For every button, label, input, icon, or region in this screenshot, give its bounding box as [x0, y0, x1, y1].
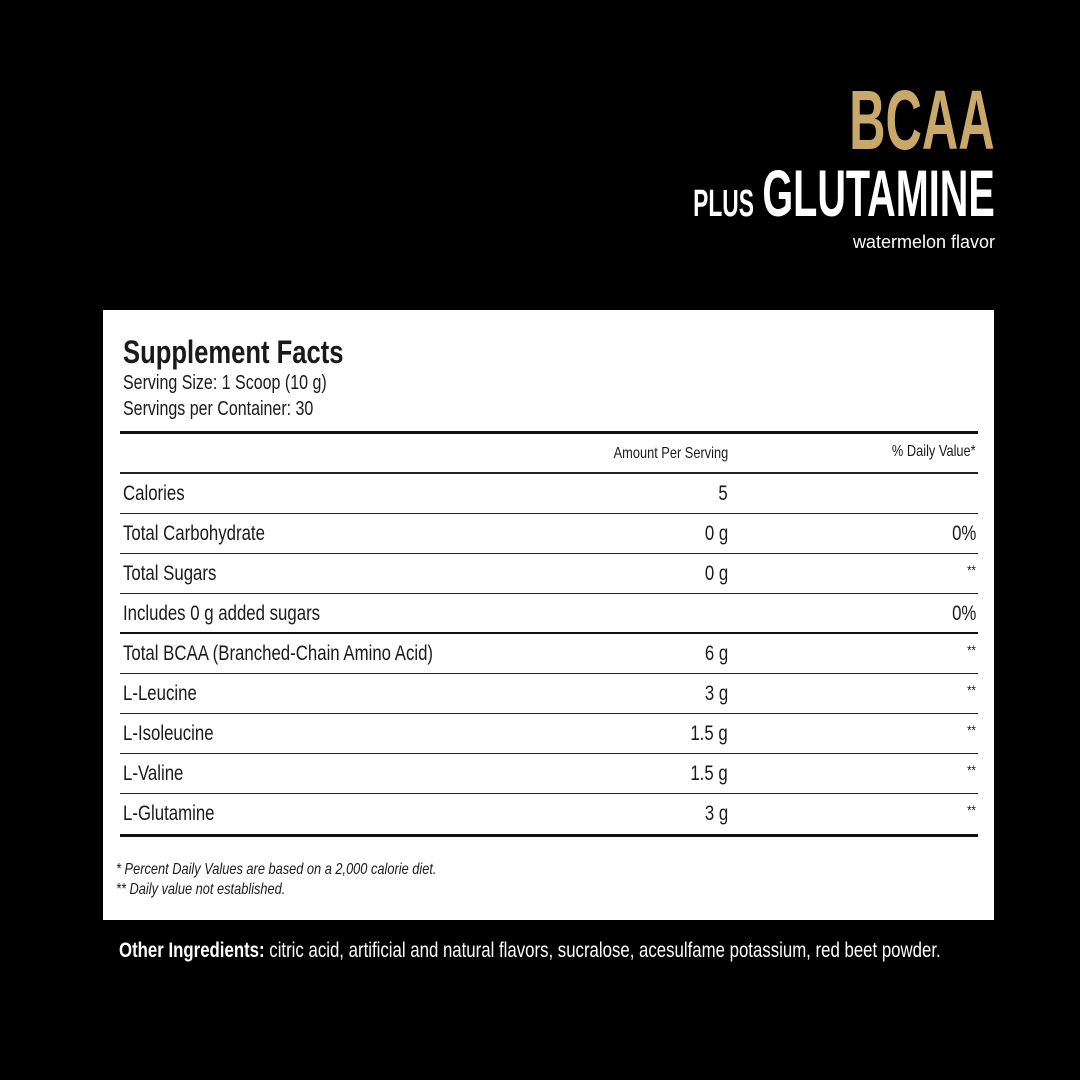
facts-table: Amount Per Serving % Daily Value* Calori… — [120, 431, 978, 837]
nutrient-dv: ** — [967, 802, 976, 818]
table-row: Total BCAA (Branched-Chain Amino Acid) 6 … — [120, 634, 978, 674]
servings-per-container: Servings per Container: 30 — [123, 398, 314, 420]
other-ingredients-text: citric acid, artificial and natural flav… — [264, 939, 941, 962]
nutrient-amount: 6 g — [704, 642, 728, 665]
nutrient-label: L-Valine — [123, 762, 184, 785]
flavor-label: watermelon flavor — [852, 232, 995, 252]
nutrient-label: Calories — [123, 482, 185, 505]
header-amount: Amount Per Serving — [613, 445, 728, 462]
table-row: L-Glutamine 3 g ** — [120, 794, 978, 834]
nutrient-label: Total Carbohydrate — [123, 522, 265, 545]
nutrient-amount: 1.5 g — [690, 722, 728, 745]
nutrient-dv: 0% — [951, 602, 976, 625]
nutrient-amount: 3 g — [704, 802, 728, 825]
other-ingredients-label: Other Ingredients: — [119, 939, 265, 962]
nutrient-label: Total BCAA (Branched-Chain Amino Acid) — [123, 642, 434, 665]
divider — [120, 834, 978, 837]
brand-product-name: GLUTAMINE — [762, 156, 995, 230]
nutrient-amount: 3 g — [704, 682, 728, 705]
divider — [120, 431, 978, 434]
table-row: Total Carbohydrate 0 g 0% — [120, 514, 978, 554]
table-row: Calories 5 — [120, 474, 978, 514]
nutrient-label: Includes 0 g added sugars — [123, 602, 321, 625]
table-row: L-Isoleucine 1.5 g ** — [120, 714, 978, 754]
nutrient-dv: ** — [967, 722, 976, 738]
serving-size: Serving Size: 1 Scoop (10 g) — [123, 372, 327, 394]
nutrient-dv: ** — [967, 682, 976, 698]
nutrient-label: L-Isoleucine — [123, 722, 214, 745]
other-ingredients: Other Ingredients: citric acid, artifici… — [119, 939, 1080, 963]
nutrient-amount: 1.5 g — [690, 762, 728, 785]
nutrient-amount: 5 — [718, 482, 728, 505]
brand-product: PLUS GLUTAMINE — [693, 160, 995, 245]
nutrient-dv: ** — [967, 562, 976, 578]
nutrient-amount: 0 g — [704, 562, 728, 585]
nutrient-dv: ** — [967, 762, 976, 778]
nutrient-dv: ** — [967, 642, 976, 658]
header-dv: % Daily Value* — [892, 443, 976, 460]
table-row: L-Valine 1.5 g ** — [120, 754, 978, 794]
footnotes: * Percent Daily Values are based on a 2,… — [116, 860, 517, 900]
footnote-dv: * Percent Daily Values are based on a 2,… — [116, 861, 437, 878]
nutrient-dv: 0% — [951, 522, 976, 545]
table-row: Includes 0 g added sugars 0% — [120, 594, 978, 634]
brand-title: BCAA — [849, 73, 995, 167]
nutrient-label: L-Leucine — [123, 682, 197, 705]
nutrient-amount: 0 g — [704, 522, 728, 545]
nutrient-label: L-Glutamine — [123, 802, 215, 825]
nutrient-label: Total Sugars — [123, 562, 217, 585]
table-header: Amount Per Serving % Daily Value* — [120, 434, 978, 474]
brand-plus: PLUS — [693, 183, 755, 225]
table-row: Total Sugars 0 g ** — [120, 554, 978, 594]
supplement-facts-panel: Supplement Facts Serving Size: 1 Scoop (… — [103, 310, 994, 920]
facts-title: Supplement Facts — [123, 334, 344, 370]
footnote-not-established: ** Daily value not established. — [116, 881, 286, 898]
table-row: L-Leucine 3 g ** — [120, 674, 978, 714]
